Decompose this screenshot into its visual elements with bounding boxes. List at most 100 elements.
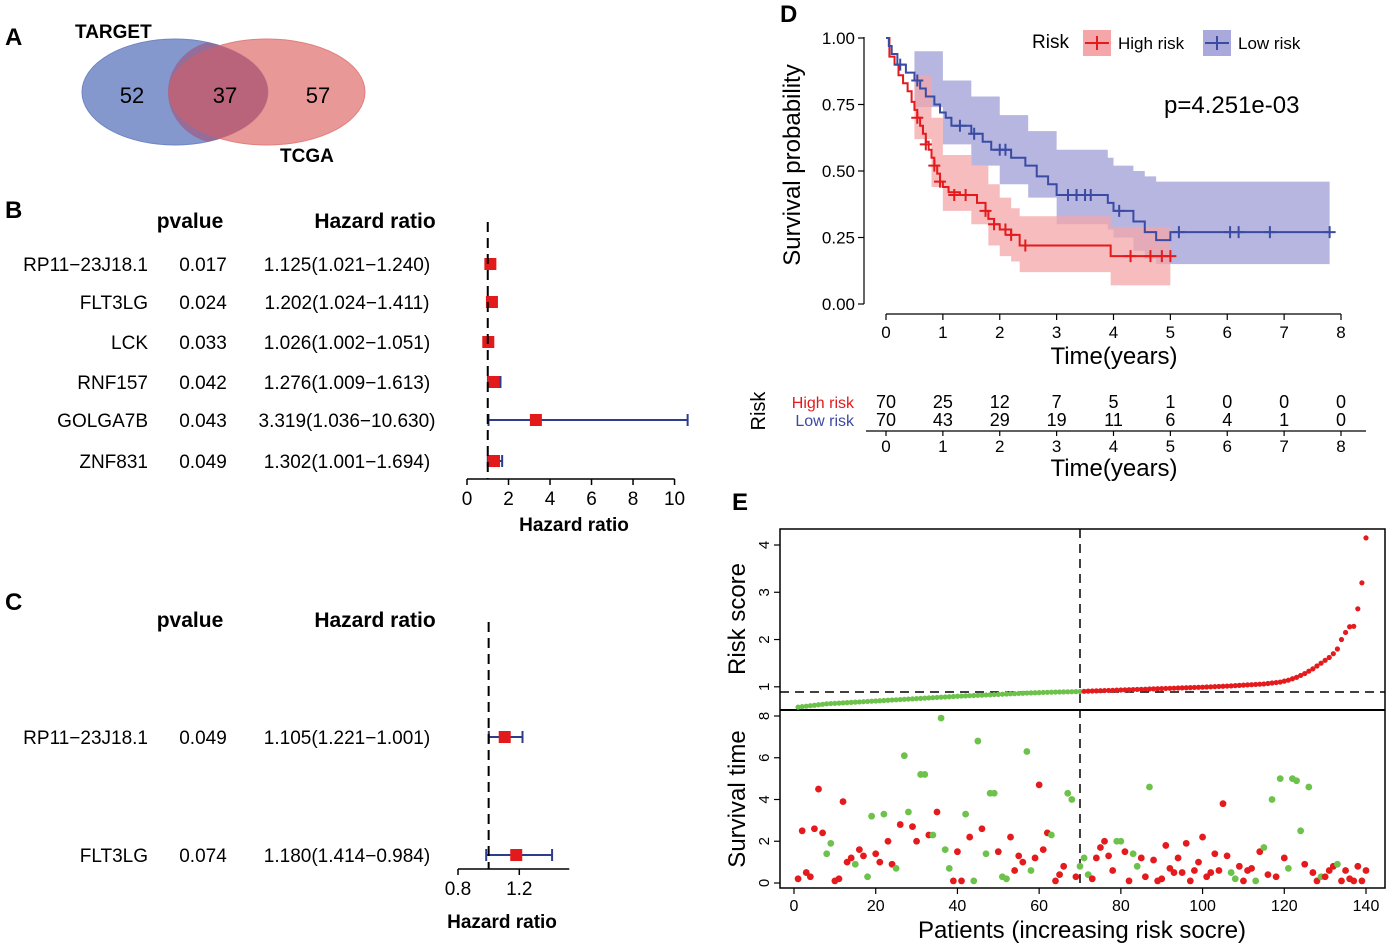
risk-score-y-tick-label: 1 <box>756 683 773 691</box>
survival-time-point <box>1313 877 1321 885</box>
survival-time-point <box>970 877 978 885</box>
risk-score-point <box>1298 672 1304 679</box>
risk-score-point <box>1224 683 1230 689</box>
survival-time-point <box>884 837 892 845</box>
risk-table-x-tick-label: 4 <box>1109 437 1118 456</box>
risk-score-point <box>1056 689 1063 695</box>
risk-score-point <box>901 696 907 702</box>
risk-score-point <box>869 698 875 704</box>
km-band-high-risk <box>886 38 1171 286</box>
forest-tick-label: 0.8 <box>445 879 471 900</box>
survival-time-point <box>1248 864 1255 872</box>
forest-hr-text: 1.026(1.002−1.051) <box>264 333 430 354</box>
survival-y-tick-label: 4 <box>756 795 773 803</box>
survival-time-point <box>905 808 912 816</box>
risk-table-count: 1 <box>1279 410 1289 430</box>
km-censor-marks <box>894 58 1336 263</box>
risk-score-point <box>1118 687 1124 693</box>
survival-time-point <box>921 771 929 778</box>
survival-time-point <box>1231 875 1239 883</box>
survival-time-point <box>1166 864 1174 872</box>
survival-time-point <box>1137 854 1145 862</box>
survival-y-tick-label: 6 <box>756 754 773 762</box>
risk-score-point <box>950 693 956 700</box>
survival-time-point <box>1092 854 1100 862</box>
survival-time-point <box>802 869 810 876</box>
survival-time-point <box>1342 867 1349 874</box>
survival-time-point <box>876 858 884 866</box>
risk-table-x-tick-label: 2 <box>995 437 1004 456</box>
risk-score-point <box>1220 683 1226 689</box>
risk-score-y-tick-label: 3 <box>756 588 773 596</box>
risk-table-count: 4 <box>1222 410 1232 430</box>
survival-time-point <box>913 837 920 845</box>
forest-b-ticks: 0 2 4 6 8 10 <box>462 479 685 510</box>
km-censor-mark <box>919 138 932 151</box>
risk-score-point <box>1228 683 1234 689</box>
risk-score-point <box>1244 682 1251 688</box>
panel-e-risk: E 1 2 3 4 0 2 4 6 8 0 20 40 60 80 100 120 140 Risk sco… <box>724 489 1386 944</box>
km-censor-mark <box>1232 226 1245 239</box>
survival-time-point <box>1064 789 1072 797</box>
risk-score-point <box>942 694 948 700</box>
risk-score-ylabel: Risk score <box>724 563 751 675</box>
forest-tick-label: 2 <box>503 489 514 510</box>
survival-y-ticks: 0 2 4 6 8 <box>756 712 780 887</box>
km-risk-table: Risk High risk Low risk 70 25 12 7 5 1 0 0 070 43… <box>748 391 1366 482</box>
km-x-tick-label: 8 <box>1336 323 1345 342</box>
survival-time-point <box>1084 871 1092 879</box>
risk-table-count: 1 <box>1165 392 1175 412</box>
risk-score-point <box>1114 687 1120 693</box>
risk-score-point <box>864 698 871 705</box>
forest-gene-label: RP11−23J18.1 <box>23 728 148 749</box>
risk-score-point <box>1195 684 1202 690</box>
forest-c-ticks: 0.8 1.2 <box>445 869 533 900</box>
survival-time-point <box>937 714 945 722</box>
forest-hr-text: 1.302(1.001−1.694) <box>264 452 430 473</box>
risk-score-point <box>1281 678 1287 684</box>
survival-time-point <box>929 831 937 839</box>
risk-table-count: 29 <box>990 410 1010 430</box>
forest-tick-label: 4 <box>545 489 556 510</box>
survival-time-point <box>1227 869 1235 876</box>
km-xlabel: Time(years) <box>1050 343 1177 370</box>
forest-hr-text: 1.105(1.221−1.001) <box>264 728 430 749</box>
survival-time-point <box>1097 844 1104 851</box>
risk-score-point <box>1302 670 1308 677</box>
survival-y-tick-label: 2 <box>756 837 773 845</box>
forest-b-xlabel: Hazard ratio <box>519 515 629 536</box>
km-censor-mark <box>1084 188 1097 201</box>
risk-score-point <box>1003 691 1010 697</box>
survival-time-point <box>1162 842 1170 849</box>
survival-time-points <box>794 714 1370 885</box>
survival-time-point <box>880 810 888 818</box>
survival-time-point <box>888 860 896 868</box>
risk-score-point <box>1110 687 1116 693</box>
risk-score-point <box>1183 685 1189 691</box>
survival-time-point <box>794 875 802 883</box>
forest-pvalue: 0.033 <box>179 333 227 354</box>
risk-score-point <box>893 697 899 703</box>
risk-table-x-tick-label: 8 <box>1336 437 1345 456</box>
forest-gene-label: RNF157 <box>77 373 148 394</box>
risk-score-point <box>1338 636 1345 643</box>
survival-time-point <box>1305 783 1313 791</box>
survival-time-point <box>1260 844 1268 851</box>
panel-label-c: C <box>5 589 22 616</box>
survival-time-point <box>1191 867 1198 874</box>
forest-pvalue: 0.074 <box>179 846 227 867</box>
risk-score-point <box>844 700 850 706</box>
km-y-ticks: 0.00 0.25 0.50 0.75 1.00 <box>822 29 864 314</box>
risk-score-point <box>1306 668 1312 674</box>
survival-time-point <box>868 812 876 820</box>
risk-score-point <box>832 700 838 706</box>
survival-time-point <box>1174 854 1182 862</box>
risk-table-xlabel: Time(years) <box>1050 455 1177 482</box>
survival-time-point <box>994 848 1002 856</box>
survival-time-point <box>1158 875 1166 883</box>
risk-score-point <box>1122 687 1128 693</box>
survival-time-point <box>1268 796 1276 803</box>
survival-time-point <box>966 833 974 841</box>
risk-score-point <box>1265 680 1271 687</box>
